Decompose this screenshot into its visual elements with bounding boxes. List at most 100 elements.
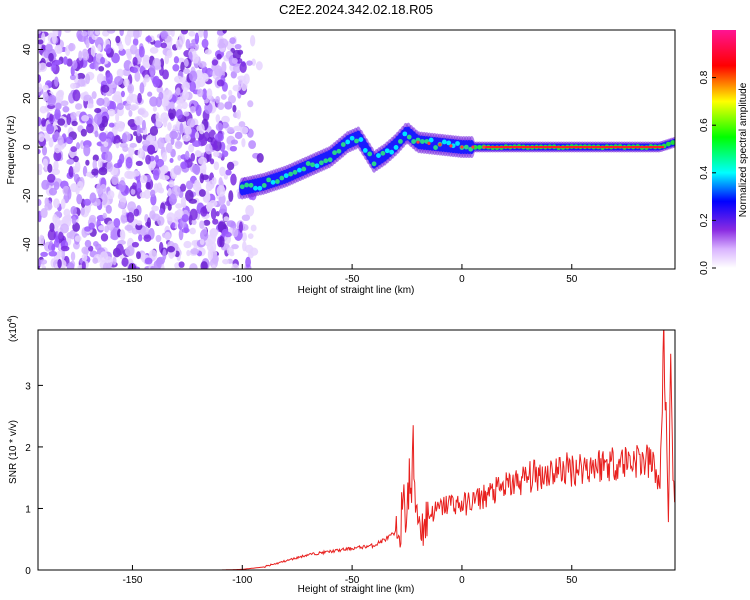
ridge-core [257,185,263,191]
noise-blob [60,198,66,210]
noise-blob [72,60,78,70]
ridge-core [666,141,671,147]
ridge-core [371,161,377,167]
ridge-core [266,177,272,183]
noise-blob [155,234,162,243]
noise-blob [180,61,185,73]
noise-blob [188,143,195,153]
noise-blob [128,145,135,156]
noise-blob [190,152,196,162]
noise-blob [100,233,109,242]
noise-blob [128,109,133,117]
noise-blob [184,150,190,160]
noise-blob [203,73,209,82]
noise-blob [186,249,191,257]
ridge-peak-dot [482,145,486,149]
noise-blob [129,142,137,148]
noise-blob [117,240,126,246]
noise-blob [111,175,119,186]
noise-blob [226,200,231,207]
noise-blob [43,165,49,173]
noise-blob [134,71,141,82]
noise-blob [113,135,121,144]
noise-blob [139,191,146,199]
noise-blob [209,228,219,237]
noise-blob [62,105,70,113]
noise-blob [115,120,125,132]
noise-blob [256,153,264,163]
noise-blob [231,243,239,250]
noise-blob [42,84,49,91]
ridge-core [336,148,342,154]
noise-blob [53,198,60,209]
noise-blob [182,90,189,101]
noise-blob [185,180,194,190]
ridge-core [248,182,254,188]
noise-blob [231,57,238,64]
noise-blob [206,201,213,212]
colorbar-tick-label: 0.4 [699,165,710,179]
noise-blob [175,96,184,106]
spectrogram-ytick-label: -40 [22,237,33,252]
snr-ytick-label: 0 [25,566,31,577]
noise-blob [149,126,159,136]
noise-blob [167,122,172,131]
noise-blob [82,48,89,58]
noise-blob [203,30,208,40]
noise-blob [181,214,189,223]
noise-blob [195,104,202,117]
ridge-core [349,135,355,141]
ridge-core [380,150,386,156]
noise-blob [42,158,48,167]
noise-blob [181,101,188,110]
ridge-core [389,149,395,155]
noise-blob [231,263,239,269]
noise-blob [113,162,122,169]
noise-blob [255,61,263,71]
ridge-core [318,160,324,166]
noise-blob [166,246,176,253]
noise-blob [232,49,241,61]
noise-blob [224,101,233,110]
noise-blob [48,250,58,257]
noise-blob [200,229,209,241]
noise-blob [211,59,219,66]
snr-scale-exponent: 4 [7,319,14,323]
noise-blob [55,90,64,103]
noise-blob [136,179,142,192]
noise-blob [218,195,226,206]
noise-blob [211,264,217,269]
noise-blob [54,108,61,120]
noise-blob [247,100,254,108]
noise-blob [215,133,224,142]
noise-blob [127,53,132,61]
noise-blob [74,235,82,242]
ridge-core [323,158,329,164]
ridge-core [428,137,434,143]
noise-blob [77,78,86,87]
noise-blob [48,137,54,148]
spectrogram-ytick-label: 0 [22,144,33,150]
noise-blob [49,113,54,122]
snr-series-line [38,330,675,570]
noise-blob [137,147,144,159]
ridge-core [310,162,315,168]
noise-blob [200,206,208,217]
noise-blob [190,248,199,255]
noise-blob [126,212,135,223]
ridge-core [305,161,311,166]
ridge-peak-dot [471,145,475,149]
snr-ytick-label: 1 [25,504,31,515]
noise-blob [89,192,97,204]
noise-blob [38,39,44,45]
ridge-core [279,175,285,181]
noise-blob [176,104,183,111]
noise-blob [126,95,133,105]
noise-blob [160,164,169,174]
ridge-core [406,134,412,140]
noise-blob [200,261,208,269]
noise-blob [138,45,145,58]
noise-blob [157,137,165,149]
noise-blob [234,131,243,140]
ridge-core [275,179,280,184]
